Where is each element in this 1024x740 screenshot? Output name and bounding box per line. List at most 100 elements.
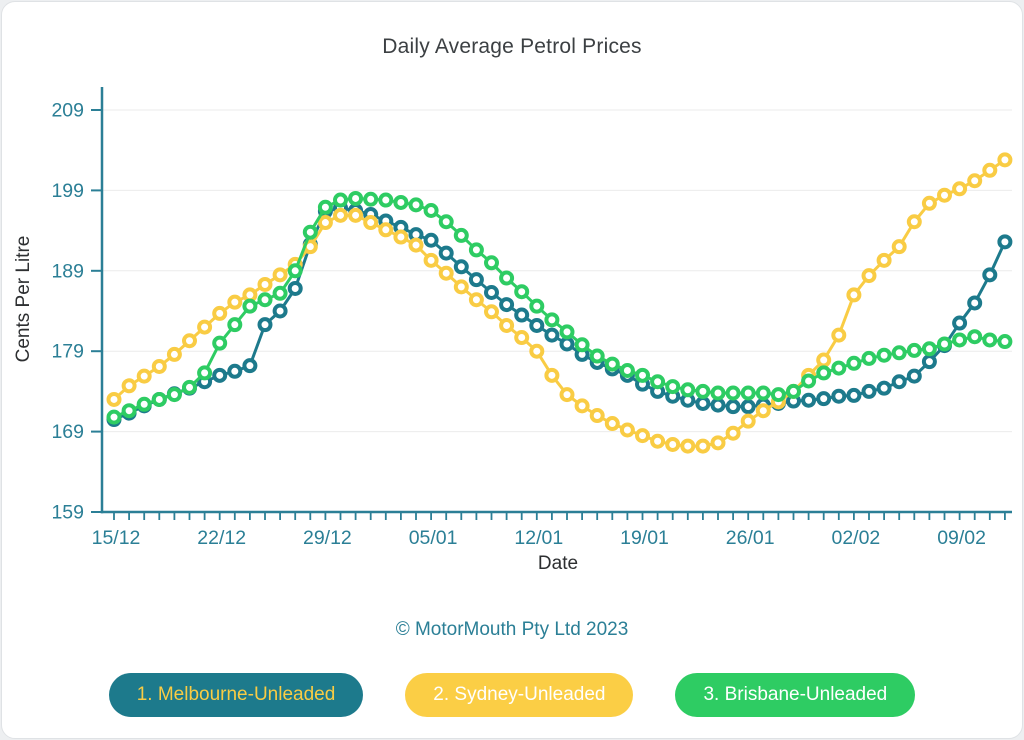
data-point-brisbane-unleaded bbox=[997, 334, 1013, 350]
data-point-sydney-unleaded bbox=[363, 215, 379, 231]
data-point-sydney-unleaded bbox=[982, 162, 998, 178]
y-tick-label: 209 bbox=[51, 100, 84, 122]
data-point-brisbane-unleaded bbox=[937, 336, 952, 352]
gridlines bbox=[102, 109, 1012, 513]
series-sydney-unleaded bbox=[106, 152, 1013, 454]
data-point-melbourne-unleaded bbox=[831, 388, 847, 404]
data-point-melbourne-unleaded bbox=[423, 232, 439, 248]
data-point-melbourne-unleaded bbox=[499, 297, 515, 313]
data-point-brisbane-unleaded bbox=[725, 385, 741, 401]
data-point-sydney-unleaded bbox=[740, 413, 756, 429]
data-point-brisbane-unleaded bbox=[182, 379, 197, 395]
data-point-sydney-unleaded bbox=[544, 367, 560, 383]
data-point-brisbane-unleaded bbox=[559, 324, 575, 340]
data-point-brisbane-unleaded bbox=[891, 345, 907, 361]
data-point-melbourne-unleaded bbox=[846, 387, 862, 403]
x-axis-title: Date bbox=[537, 553, 579, 574]
data-point-melbourne-unleaded bbox=[921, 354, 937, 370]
legend-button-melbourne[interactable]: 1. Melbourne-Unleaded bbox=[108, 673, 364, 717]
data-point-melbourne-unleaded bbox=[514, 307, 530, 323]
data-point-brisbane-unleaded bbox=[166, 387, 182, 403]
data-point-melbourne-unleaded bbox=[876, 380, 892, 396]
data-point-brisbane-unleaded bbox=[846, 355, 862, 371]
data-point-brisbane-unleaded bbox=[212, 335, 228, 351]
x-tick-label: 29/12 bbox=[303, 527, 352, 549]
data-point-sydney-unleaded bbox=[272, 267, 288, 283]
data-point-sydney-unleaded bbox=[197, 319, 213, 335]
data-point-sydney-unleaded bbox=[423, 252, 439, 268]
data-point-brisbane-unleaded bbox=[906, 342, 922, 358]
data-point-melbourne-unleaded bbox=[257, 317, 273, 333]
data-point-sydney-unleaded bbox=[166, 346, 182, 362]
data-point-brisbane-unleaded bbox=[242, 298, 258, 314]
data-point-brisbane-unleaded bbox=[197, 365, 213, 381]
data-point-brisbane-unleaded bbox=[786, 383, 801, 399]
data-point-sydney-unleaded bbox=[695, 438, 711, 454]
data-point-sydney-unleaded bbox=[710, 435, 726, 451]
data-point-melbourne-unleaded bbox=[740, 399, 756, 415]
data-point-brisbane-unleaded bbox=[514, 284, 530, 300]
data-point-brisbane-unleaded bbox=[921, 341, 937, 357]
data-point-brisbane-unleaded bbox=[876, 347, 892, 363]
data-point-melbourne-unleaded bbox=[997, 234, 1013, 250]
data-point-melbourne-unleaded bbox=[710, 397, 726, 413]
data-point-sydney-unleaded bbox=[333, 207, 348, 223]
data-point-brisbane-unleaded bbox=[755, 385, 771, 401]
data-point-brisbane-unleaded bbox=[589, 348, 605, 364]
x-tick-label: 02/02 bbox=[831, 527, 880, 549]
data-point-sydney-unleaded bbox=[227, 294, 243, 310]
data-point-brisbane-unleaded bbox=[982, 332, 998, 348]
data-point-brisbane-unleaded bbox=[635, 367, 650, 383]
data-point-melbourne-unleaded bbox=[453, 259, 469, 275]
data-point-melbourne-unleaded bbox=[438, 245, 454, 261]
data-point-sydney-unleaded bbox=[680, 438, 696, 454]
data-point-melbourne-unleaded bbox=[529, 317, 545, 333]
data-point-brisbane-unleaded bbox=[393, 194, 409, 210]
data-point-sydney-unleaded bbox=[816, 352, 832, 368]
data-point-brisbane-unleaded bbox=[695, 383, 711, 399]
data-point-sydney-unleaded bbox=[921, 195, 937, 211]
data-point-sydney-unleaded bbox=[106, 391, 122, 407]
data-point-melbourne-unleaded bbox=[816, 391, 832, 407]
data-point-brisbane-unleaded bbox=[227, 317, 243, 333]
data-point-brisbane-unleaded bbox=[831, 360, 847, 376]
data-point-sydney-unleaded bbox=[559, 387, 575, 403]
data-point-brisbane-unleaded bbox=[151, 391, 167, 407]
data-point-melbourne-unleaded bbox=[906, 368, 922, 384]
x-tick-label: 19/01 bbox=[620, 527, 669, 549]
data-point-sydney-unleaded bbox=[831, 327, 847, 343]
data-point-melbourne-unleaded bbox=[287, 280, 303, 296]
data-point-brisbane-unleaded bbox=[136, 396, 152, 412]
y-tick-label: 189 bbox=[51, 260, 84, 282]
data-point-sydney-unleaded bbox=[891, 239, 907, 255]
data-point-brisbane-unleaded bbox=[801, 373, 817, 389]
data-point-brisbane-unleaded bbox=[952, 332, 968, 348]
legend-button-sydney[interactable]: 2. Sydney-Unleaded bbox=[405, 673, 634, 717]
data-point-melbourne-unleaded bbox=[468, 272, 484, 288]
data-point-brisbane-unleaded bbox=[348, 190, 364, 206]
data-point-sydney-unleaded bbox=[997, 152, 1013, 168]
data-point-sydney-unleaded bbox=[348, 207, 364, 223]
legend-button-brisbane[interactable]: 3. Brisbane-Unleaded bbox=[675, 673, 916, 717]
data-point-brisbane-unleaded bbox=[363, 191, 379, 207]
y-tick-label: 159 bbox=[51, 502, 84, 524]
data-point-sydney-unleaded bbox=[604, 416, 620, 432]
data-point-melbourne-unleaded bbox=[484, 285, 499, 301]
data-point-brisbane-unleaded bbox=[438, 214, 454, 230]
data-point-melbourne-unleaded bbox=[227, 363, 243, 379]
data-point-sydney-unleaded bbox=[635, 428, 650, 444]
y-tick-label: 199 bbox=[51, 180, 84, 202]
data-point-melbourne-unleaded bbox=[544, 327, 560, 343]
data-point-brisbane-unleaded bbox=[468, 242, 484, 258]
data-point-melbourne-unleaded bbox=[967, 295, 983, 311]
data-point-melbourne-unleaded bbox=[725, 399, 741, 415]
data-point-sydney-unleaded bbox=[136, 368, 152, 384]
data-point-sydney-unleaded bbox=[182, 333, 197, 349]
data-point-brisbane-unleaded bbox=[619, 362, 635, 378]
data-point-brisbane-unleaded bbox=[453, 227, 469, 243]
data-point-sydney-unleaded bbox=[589, 408, 605, 424]
data-point-sydney-unleaded bbox=[861, 268, 877, 284]
data-point-brisbane-unleaded bbox=[740, 385, 756, 401]
data-point-sydney-unleaded bbox=[937, 187, 952, 203]
data-point-sydney-unleaded bbox=[393, 229, 409, 245]
